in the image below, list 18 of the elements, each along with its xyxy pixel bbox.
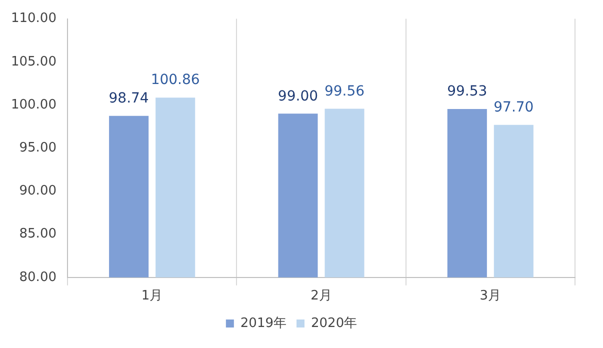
data-label: 100.86 bbox=[150, 72, 200, 88]
y-tick-label: 80.00 bbox=[19, 270, 56, 285]
data-label: 99.56 bbox=[324, 83, 365, 100]
x-tick-label: 1月 bbox=[141, 288, 163, 304]
x-tick-label: 2月 bbox=[310, 288, 332, 304]
y-tick-label: 110.00 bbox=[10, 11, 56, 26]
x-tick-label: 3月 bbox=[480, 288, 502, 304]
data-label: 97.70 bbox=[494, 99, 534, 116]
y-tick-label: 100.00 bbox=[10, 97, 56, 112]
y-tick-label: 95.00 bbox=[19, 140, 56, 156]
data-label: 98.74 bbox=[108, 90, 149, 106]
data-label: 99.53 bbox=[447, 84, 488, 100]
legend-label: 2019年 bbox=[240, 316, 287, 331]
data-label: 99.00 bbox=[278, 88, 318, 104]
y-tick-label: 105.00 bbox=[10, 54, 56, 70]
legend-label: 2020年 bbox=[311, 316, 358, 331]
y-tick-label: 90.00 bbox=[19, 184, 56, 199]
y-tick-label: 85.00 bbox=[19, 226, 56, 242]
